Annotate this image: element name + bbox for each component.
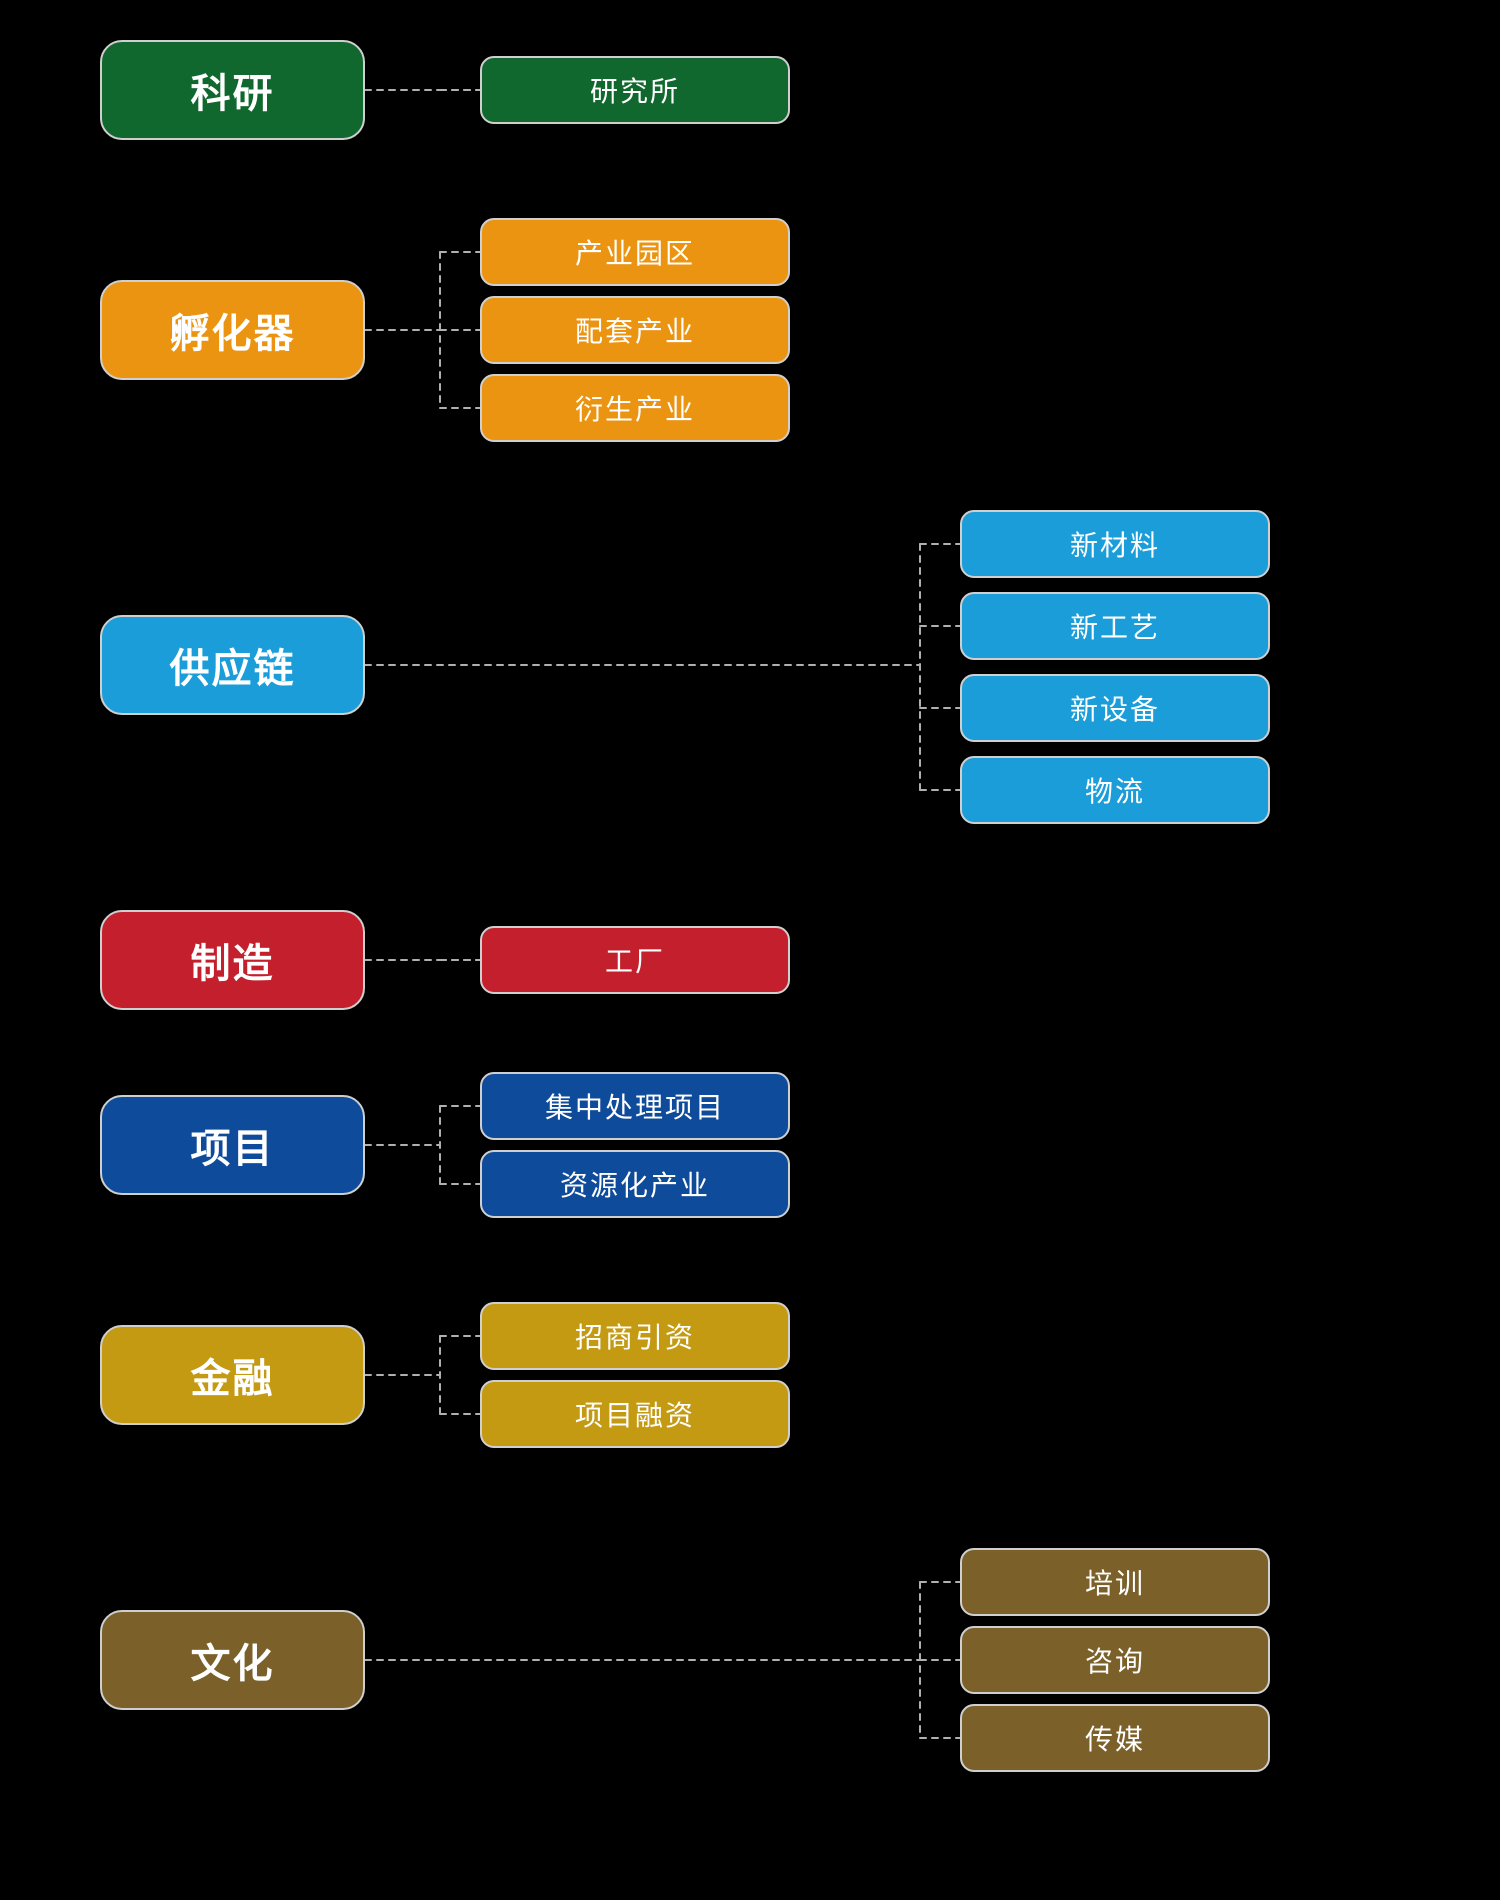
child-supply-chain-3: 物流 <box>960 756 1270 824</box>
child-supply-chain-2-label: 新设备 <box>1070 688 1160 728</box>
child-supply-chain-1-label: 新工艺 <box>1070 606 1160 646</box>
child-finance-1-label: 项目融资 <box>575 1394 695 1434</box>
parent-research-label: 科研 <box>191 61 275 119</box>
child-culture-0-label: 培训 <box>1085 1562 1145 1602</box>
parent-supply-chain: 供应链 <box>100 615 365 715</box>
child-projects-0-label: 集中处理项目 <box>545 1086 725 1126</box>
parent-research: 科研 <box>100 40 365 140</box>
child-manufacturing-0-label: 工厂 <box>605 940 665 980</box>
parent-culture-label: 文化 <box>191 1631 275 1689</box>
child-research-0: 研究所 <box>480 56 790 124</box>
child-projects-0: 集中处理项目 <box>480 1072 790 1140</box>
child-incubator-1: 配套产业 <box>480 296 790 364</box>
child-supply-chain-0-label: 新材料 <box>1070 524 1160 564</box>
child-culture-1-label: 咨询 <box>1085 1640 1145 1680</box>
parent-finance-label: 金融 <box>191 1346 275 1404</box>
child-research-0-label: 研究所 <box>590 70 680 110</box>
child-incubator-2-label: 衍生产业 <box>575 388 695 428</box>
child-culture-0: 培训 <box>960 1548 1270 1616</box>
parent-incubator-label: 孵化器 <box>170 301 296 359</box>
parent-incubator: 孵化器 <box>100 280 365 380</box>
parent-projects-label: 项目 <box>191 1116 275 1174</box>
child-manufacturing-0: 工厂 <box>480 926 790 994</box>
child-supply-chain-0: 新材料 <box>960 510 1270 578</box>
child-culture-1: 咨询 <box>960 1626 1270 1694</box>
child-finance-0: 招商引资 <box>480 1302 790 1370</box>
child-incubator-1-label: 配套产业 <box>575 310 695 350</box>
child-projects-1-label: 资源化产业 <box>560 1164 710 1204</box>
parent-finance: 金融 <box>100 1325 365 1425</box>
child-finance-0-label: 招商引资 <box>575 1316 695 1356</box>
child-projects-1: 资源化产业 <box>480 1150 790 1218</box>
parent-manufacturing-label: 制造 <box>191 931 275 989</box>
child-supply-chain-1: 新工艺 <box>960 592 1270 660</box>
child-finance-1: 项目融资 <box>480 1380 790 1448</box>
child-supply-chain-3-label: 物流 <box>1085 770 1145 810</box>
child-culture-2: 传媒 <box>960 1704 1270 1772</box>
parent-culture: 文化 <box>100 1610 365 1710</box>
parent-supply-chain-label: 供应链 <box>170 636 296 694</box>
parent-projects: 项目 <box>100 1095 365 1195</box>
child-supply-chain-2: 新设备 <box>960 674 1270 742</box>
diagram-canvas: 科研 研究所孵化器 产业园区配套产业衍生产业供应链 新材料新工艺新设备物流制造 工厂项目… <box>0 0 1500 1900</box>
parent-manufacturing: 制造 <box>100 910 365 1010</box>
child-incubator-0-label: 产业园区 <box>575 232 695 272</box>
child-incubator-0: 产业园区 <box>480 218 790 286</box>
child-incubator-2: 衍生产业 <box>480 374 790 442</box>
child-culture-2-label: 传媒 <box>1085 1718 1145 1758</box>
